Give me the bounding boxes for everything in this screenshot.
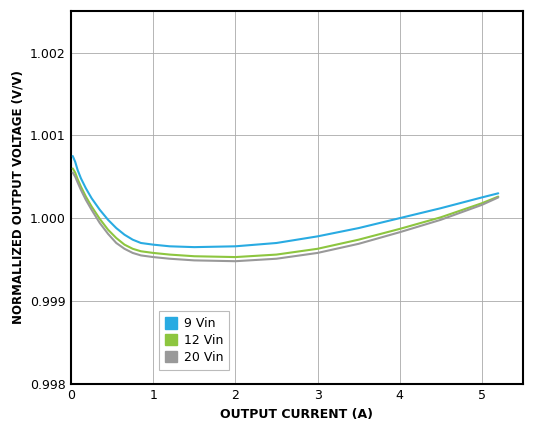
20 Vin <box>69 170 76 175</box>
20 Vin <box>191 258 198 263</box>
12 Vin <box>113 235 120 241</box>
12 Vin <box>191 254 198 259</box>
12 Vin <box>138 249 144 254</box>
20 Vin <box>396 230 403 235</box>
9 Vin <box>437 206 444 211</box>
9 Vin <box>273 240 280 245</box>
9 Vin <box>167 244 173 249</box>
Y-axis label: NORMALLIZED OUTPUT VOLTAGE (V/V): NORMALLIZED OUTPUT VOLTAGE (V/V) <box>11 70 24 324</box>
9 Vin <box>478 195 485 200</box>
9 Vin <box>130 237 136 242</box>
9 Vin <box>97 207 103 213</box>
12 Vin <box>89 204 95 209</box>
12 Vin <box>130 246 136 251</box>
12 Vin <box>78 184 84 189</box>
Legend: 9 Vin, 12 Vin, 20 Vin: 9 Vin, 12 Vin, 20 Vin <box>159 311 230 370</box>
12 Vin <box>232 254 239 260</box>
20 Vin <box>315 250 321 255</box>
20 Vin <box>113 240 120 245</box>
20 Vin <box>232 259 239 264</box>
9 Vin <box>150 242 156 247</box>
12 Vin <box>273 252 280 257</box>
12 Vin <box>167 252 173 257</box>
20 Vin <box>138 253 144 258</box>
12 Vin <box>437 215 444 220</box>
9 Vin <box>74 168 81 173</box>
9 Vin <box>72 159 78 165</box>
12 Vin <box>105 227 111 232</box>
9 Vin <box>89 196 95 201</box>
12 Vin <box>356 237 362 242</box>
9 Vin <box>69 153 76 159</box>
9 Vin <box>495 191 501 196</box>
12 Vin <box>121 242 128 247</box>
9 Vin <box>232 244 239 249</box>
20 Vin <box>83 197 89 203</box>
20 Vin <box>437 217 444 222</box>
12 Vin <box>478 200 485 206</box>
12 Vin <box>495 194 501 199</box>
20 Vin <box>273 256 280 261</box>
9 Vin <box>191 245 198 250</box>
20 Vin <box>150 254 156 260</box>
Line: 9 Vin: 9 Vin <box>73 156 498 247</box>
20 Vin <box>121 246 128 251</box>
12 Vin <box>315 246 321 251</box>
20 Vin <box>89 207 95 213</box>
9 Vin <box>83 186 89 191</box>
20 Vin <box>72 174 78 179</box>
20 Vin <box>356 241 362 246</box>
12 Vin <box>396 226 403 232</box>
9 Vin <box>121 232 128 237</box>
9 Vin <box>315 234 321 239</box>
9 Vin <box>105 217 111 222</box>
20 Vin <box>78 187 84 193</box>
20 Vin <box>130 250 136 255</box>
12 Vin <box>74 177 81 182</box>
12 Vin <box>72 170 78 175</box>
Line: 12 Vin: 12 Vin <box>73 168 498 257</box>
9 Vin <box>78 176 84 181</box>
12 Vin <box>83 194 89 199</box>
9 Vin <box>113 226 120 231</box>
20 Vin <box>74 180 81 185</box>
20 Vin <box>495 195 501 200</box>
9 Vin <box>396 216 403 221</box>
20 Vin <box>478 202 485 207</box>
12 Vin <box>69 166 76 171</box>
20 Vin <box>105 231 111 236</box>
9 Vin <box>356 226 362 231</box>
12 Vin <box>97 216 103 222</box>
9 Vin <box>138 240 144 245</box>
20 Vin <box>167 256 173 261</box>
Line: 20 Vin: 20 Vin <box>73 173 498 261</box>
X-axis label: OUTPUT CURRENT (A): OUTPUT CURRENT (A) <box>221 408 373 421</box>
12 Vin <box>150 250 156 255</box>
20 Vin <box>97 220 103 226</box>
